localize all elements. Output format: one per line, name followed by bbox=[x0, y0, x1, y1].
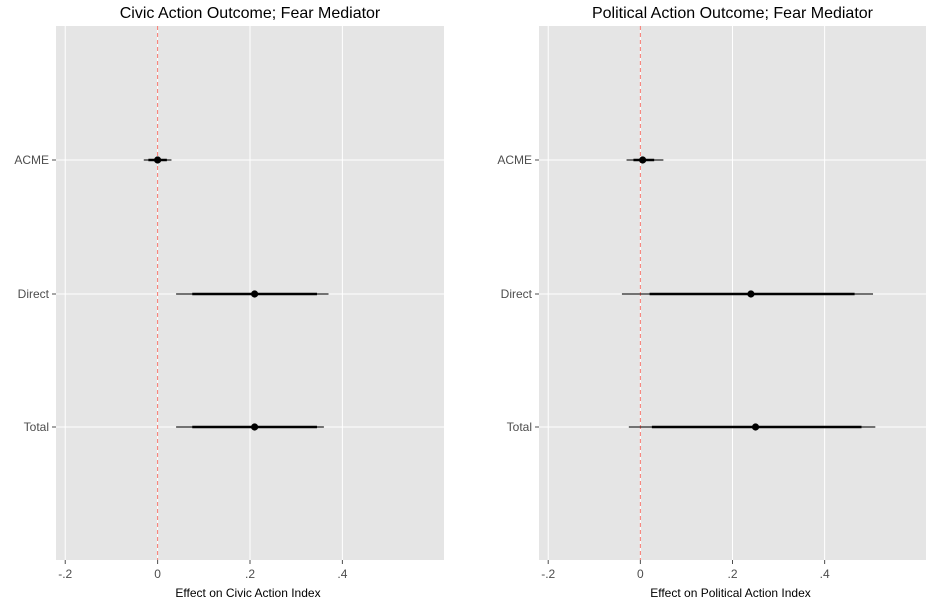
x-tick-label-0: -.2 bbox=[541, 567, 555, 581]
y-tick-label-direct: Direct bbox=[501, 287, 533, 301]
x-tick-label-1: 0 bbox=[154, 567, 161, 581]
x-tick-label-2: .2 bbox=[727, 567, 737, 581]
point-estimate-acme bbox=[639, 156, 647, 164]
x-tick-label-2: .2 bbox=[245, 567, 255, 581]
y-tick-label-total: Total bbox=[507, 420, 532, 434]
point-estimate-direct bbox=[251, 290, 259, 298]
point-estimate-direct bbox=[747, 290, 755, 298]
y-tick-label-acme: ACME bbox=[497, 153, 532, 167]
y-tick-label-direct: Direct bbox=[18, 287, 50, 301]
x-axis-label: Effect on Civic Action Index bbox=[175, 586, 320, 600]
y-tick-label-acme: ACME bbox=[14, 153, 49, 167]
x-tick-label-1: 0 bbox=[637, 567, 644, 581]
x-axis-label: Effect on Political Action Index bbox=[650, 586, 811, 600]
x-tick-label-3: .4 bbox=[337, 567, 347, 581]
x-tick-label-3: .4 bbox=[820, 567, 830, 581]
point-estimate-acme bbox=[154, 156, 162, 164]
chart-title: Civic Action Outcome; Fear Mediator bbox=[120, 5, 381, 22]
chart-panel-2: ACME Direct Total -.2 0 .2 .4 Effect on Politic… bbox=[497, 5, 926, 600]
chart-panel-1: ACME Direct Total -.2 0 .2 .4 Effect on Civic A… bbox=[14, 5, 444, 600]
x-tick-label-0: -.2 bbox=[58, 567, 72, 581]
point-estimate-total bbox=[751, 423, 760, 431]
y-tick-label-total: Total bbox=[24, 420, 49, 434]
point-estimate-total bbox=[251, 423, 259, 431]
chart-title: Political Action Outcome; Fear Mediator bbox=[592, 5, 874, 22]
